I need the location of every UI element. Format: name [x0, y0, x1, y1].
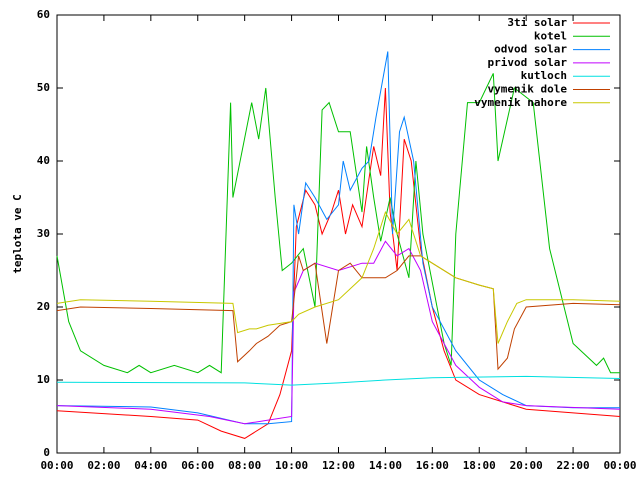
x-tick-label: 06:00 — [181, 459, 214, 472]
y-tick-label: 0 — [43, 446, 50, 459]
y-tick-label: 20 — [37, 300, 50, 313]
x-tick-label: 10:00 — [275, 459, 308, 472]
x-tick-label: 20:00 — [510, 459, 543, 472]
legend-label: kotel — [534, 29, 567, 42]
legend-label: 3ti solar — [507, 16, 567, 29]
series-line — [56, 73, 620, 374]
series-line — [56, 375, 621, 386]
y-axis-label: teplota ve C — [11, 194, 24, 273]
x-tick-label: 04:00 — [134, 459, 167, 472]
legend-label: kutloch — [521, 69, 567, 82]
x-tick-label: 16:00 — [416, 459, 449, 472]
series-line — [56, 255, 621, 371]
y-tick-label: 10 — [37, 373, 50, 386]
series-line — [56, 51, 620, 425]
x-tick-label: 08:00 — [228, 459, 261, 472]
x-tick-label: 18:00 — [463, 459, 496, 472]
x-tick-label: 22:00 — [557, 459, 590, 472]
y-tick-label: 50 — [37, 81, 50, 94]
y-tick-label: 30 — [37, 227, 50, 240]
legend-label: privod solar — [488, 56, 568, 69]
x-tick-label: 02:00 — [87, 459, 120, 472]
series-line — [56, 210, 621, 344]
x-tick-label: 00:00 — [40, 459, 73, 472]
legend-label: vymenik dole — [488, 83, 568, 96]
series-line — [56, 240, 621, 425]
x-tick-label: 14:00 — [369, 459, 402, 472]
x-tick-label: 00:00 — [603, 459, 636, 472]
series-line — [56, 87, 621, 439]
x-tick-label: 12:00 — [322, 459, 355, 472]
legend-label: vymenik nahore — [474, 96, 567, 109]
y-tick-label: 40 — [37, 154, 50, 167]
y-tick-label: 60 — [37, 8, 50, 21]
legend-label: odvod solar — [494, 43, 567, 56]
